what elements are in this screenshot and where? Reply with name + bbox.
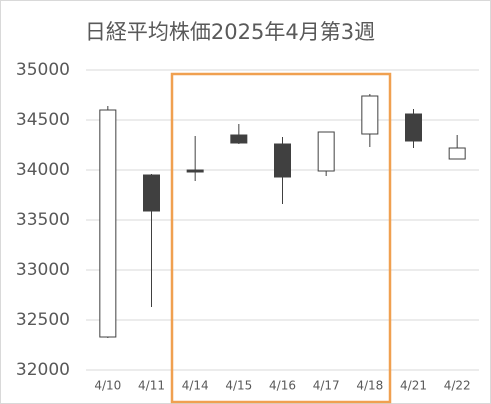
x-tick-label: 4/15 xyxy=(225,379,252,393)
x-tick-label: 4/22 xyxy=(444,379,471,393)
x-tick-label: 4/17 xyxy=(313,379,340,393)
y-tick-label: 32000 xyxy=(16,360,70,380)
y-tick-label: 35000 xyxy=(16,60,70,80)
y-tick-label: 33000 xyxy=(16,260,70,280)
x-tick-label: 4/14 xyxy=(182,379,209,393)
candle-body xyxy=(405,113,422,142)
candle-body xyxy=(448,147,466,160)
x-tick-label: 4/21 xyxy=(400,379,427,393)
y-tick-label: 32500 xyxy=(16,310,70,330)
x-tick-label: 4/16 xyxy=(269,379,296,393)
candle-body xyxy=(274,143,291,178)
chart-title: 日経平均株価2025年4月第3週 xyxy=(85,20,375,44)
candle-body xyxy=(317,131,335,172)
candle-body xyxy=(361,95,379,135)
x-tick-label: 4/10 xyxy=(94,379,121,393)
y-tick-label: 33500 xyxy=(16,210,70,230)
y-tick-label: 34000 xyxy=(16,160,70,180)
candle-body xyxy=(230,134,248,144)
x-tick-label: 4/11 xyxy=(138,379,165,393)
x-tick-label: 4/18 xyxy=(356,379,383,393)
candle-body xyxy=(186,169,204,173)
candle-body xyxy=(99,109,117,338)
highlight-box xyxy=(170,72,392,404)
y-tick-label: 34500 xyxy=(16,110,70,130)
candle-body xyxy=(143,174,160,212)
